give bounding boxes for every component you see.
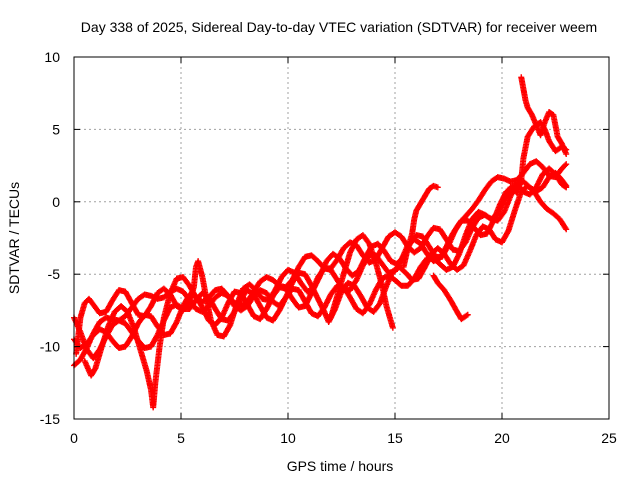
y-tick-label: -15 bbox=[40, 411, 60, 427]
x-tick-labels: 0 5 10 15 20 25 bbox=[70, 430, 617, 446]
series-track-8 bbox=[430, 272, 471, 323]
series-track-6 bbox=[327, 232, 396, 331]
x-tick-label: 25 bbox=[601, 430, 617, 446]
plot-frame bbox=[73, 56, 610, 420]
y-tick-label: -10 bbox=[40, 339, 60, 355]
data-point bbox=[464, 311, 471, 318]
series-track-4 bbox=[81, 182, 570, 411]
data-point bbox=[226, 323, 233, 330]
data-point bbox=[434, 184, 441, 191]
series-track-5 bbox=[73, 119, 570, 357]
data-point bbox=[562, 225, 569, 232]
y-tick-label: -5 bbox=[48, 266, 61, 282]
series-track-7 bbox=[400, 182, 441, 270]
data-point bbox=[463, 312, 470, 319]
data-point bbox=[389, 324, 396, 331]
data-point bbox=[562, 162, 569, 169]
data-point bbox=[563, 182, 570, 189]
x-tick-label: 0 bbox=[70, 430, 78, 446]
x-tick-label: 20 bbox=[494, 430, 510, 446]
y-tick-label: 10 bbox=[44, 49, 60, 65]
x-tick-label: 15 bbox=[387, 430, 403, 446]
y-tick-labels: -15 -10 -5 0 5 10 bbox=[40, 49, 60, 427]
series-track-3 bbox=[71, 169, 570, 369]
chart-title: Day 338 of 2025, Sidereal Day-to-day VTE… bbox=[81, 19, 597, 35]
x-tick-label: 10 bbox=[280, 430, 296, 446]
data-series bbox=[71, 74, 570, 411]
y-axis-label: SDTVAR / TECUs bbox=[6, 182, 22, 294]
axis-ticks bbox=[73, 56, 610, 420]
y-tick-label: 0 bbox=[52, 194, 60, 210]
data-point bbox=[563, 151, 570, 158]
data-point bbox=[504, 229, 511, 236]
y-tick-label: 5 bbox=[52, 121, 60, 137]
data-point bbox=[562, 181, 569, 188]
data-point bbox=[173, 320, 180, 327]
data-point bbox=[563, 161, 570, 168]
x-tick-label: 5 bbox=[177, 430, 185, 446]
series-track-2 bbox=[71, 158, 570, 352]
series-track-9 bbox=[518, 74, 570, 158]
x-axis-label: GPS time / hours bbox=[287, 458, 394, 474]
data-point bbox=[563, 226, 570, 233]
